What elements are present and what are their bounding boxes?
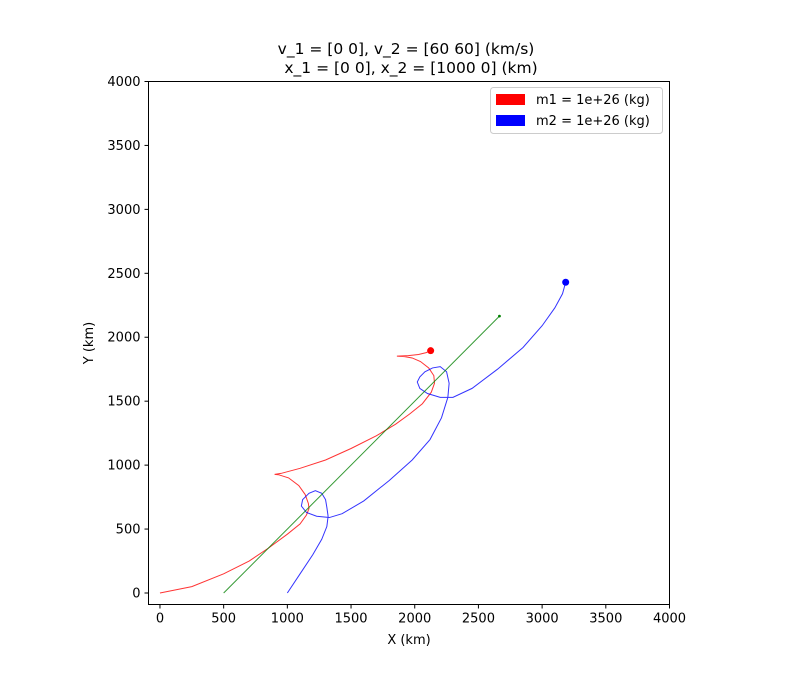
legend-swatch-m2 bbox=[496, 115, 525, 126]
x-tick-label: 500 bbox=[211, 612, 236, 627]
m1-trajectory bbox=[159, 350, 435, 594]
x-tick-label: 1000 bbox=[271, 612, 304, 627]
x-tick-label: 2500 bbox=[462, 612, 495, 627]
x-tick-label: 0 bbox=[156, 612, 164, 627]
m1-trajectory-end-marker bbox=[427, 347, 435, 355]
plot-lines bbox=[159, 278, 570, 594]
legend: m1 = 1e+26 (kg) m2 = 1e+26 (kg) bbox=[490, 87, 663, 134]
x-tick-label: 3000 bbox=[526, 612, 559, 627]
legend-label-m1: m1 = 1e+26 (kg) bbox=[536, 93, 650, 108]
x-axis-ticks: 0 500 1000 1500 2000 2500 3000 3500 4000 bbox=[156, 604, 686, 627]
y-axis-ticks: 0 500 1000 1500 2000 2500 3000 3500 4000 bbox=[107, 75, 149, 601]
y-tick-label: 2500 bbox=[107, 267, 140, 282]
center-of-mass-trajectory-end-marker bbox=[498, 314, 501, 318]
y-tick-label: 2000 bbox=[107, 331, 140, 346]
y-tick-label: 3000 bbox=[107, 203, 140, 218]
x-tick-label: 4000 bbox=[653, 612, 686, 627]
center-of-mass-trajectory bbox=[223, 315, 500, 594]
y-tick-label: 0 bbox=[132, 586, 140, 601]
y-tick-label: 1500 bbox=[107, 395, 140, 410]
y-tick-label: 1000 bbox=[107, 459, 140, 474]
m2-trajectory-end-marker bbox=[562, 278, 570, 286]
x-tick-label: 1500 bbox=[334, 612, 367, 627]
legend-label-m2: m2 = 1e+26 (kg) bbox=[536, 114, 650, 129]
m2-trajectory bbox=[286, 282, 567, 594]
y-axis-label: Y (km) bbox=[82, 322, 97, 365]
y-tick-label: 4000 bbox=[107, 75, 140, 90]
chart-title-line-1: v_1 = [0 0], v_2 = [60 60] (km/s) bbox=[278, 40, 535, 59]
y-tick-label: 3500 bbox=[107, 139, 140, 154]
x-tick-label: 3500 bbox=[589, 612, 622, 627]
y-tick-label: 500 bbox=[116, 523, 141, 538]
x-axis-label: X (km) bbox=[387, 633, 430, 648]
x-tick-label: 2000 bbox=[398, 612, 431, 627]
legend-box bbox=[490, 87, 663, 134]
chart-title-line-2: x_1 = [0 0], x_2 = [1000 0] (km) bbox=[284, 59, 537, 78]
axes-frame bbox=[148, 81, 670, 605]
legend-swatch-m1 bbox=[496, 94, 525, 105]
